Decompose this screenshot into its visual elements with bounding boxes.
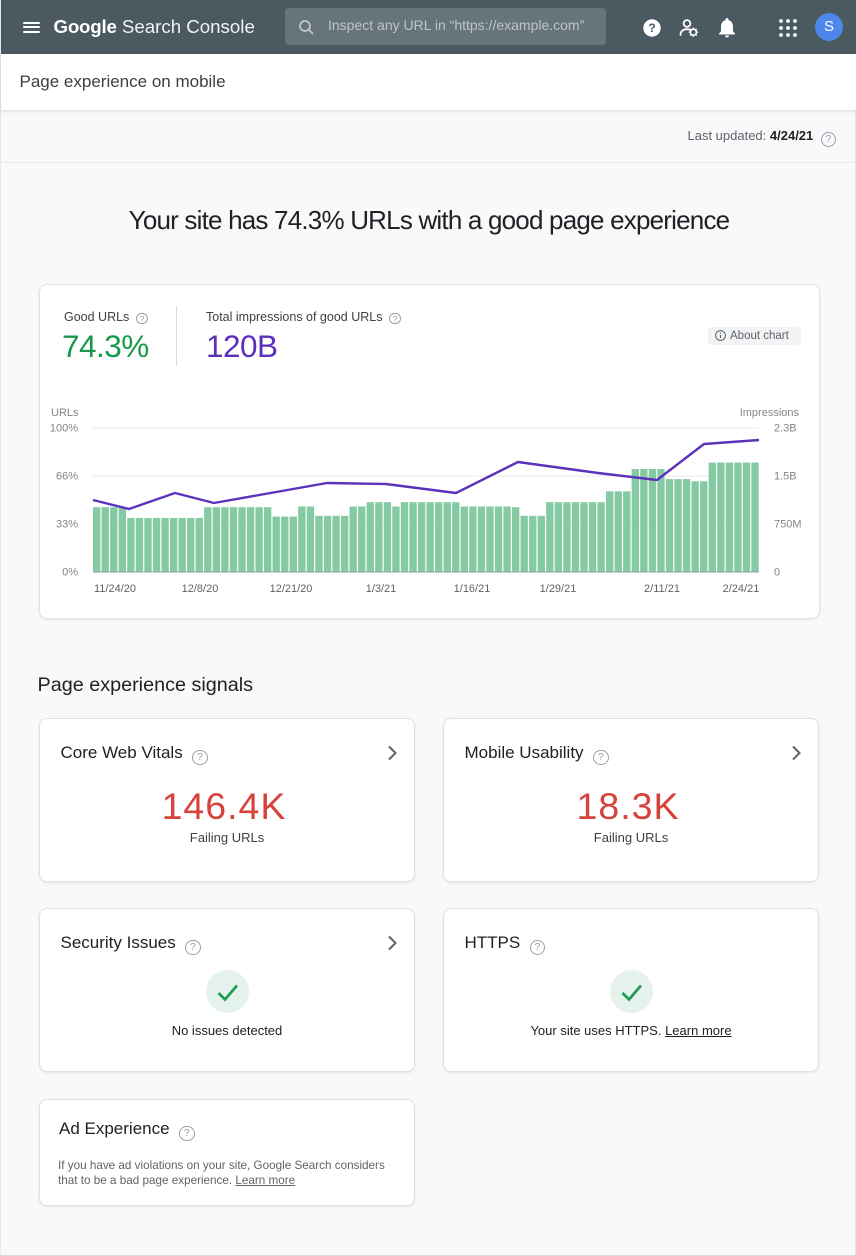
svg-text:2/24/21: 2/24/21	[723, 583, 760, 595]
svg-text:0: 0	[774, 567, 780, 579]
svg-text:1/3/21: 1/3/21	[366, 583, 397, 595]
svg-text:66%: 66%	[56, 471, 78, 483]
svg-text:100%: 100%	[50, 423, 78, 435]
svg-text:11/24/20: 11/24/20	[94, 583, 136, 595]
svg-text:33%: 33%	[56, 519, 78, 531]
svg-text:750M: 750M	[774, 519, 802, 531]
svg-text:2.3B: 2.3B	[774, 423, 797, 435]
svg-text:2/11/21: 2/11/21	[644, 583, 680, 595]
svg-text:1/29/21: 1/29/21	[540, 583, 577, 595]
svg-text:1.5B: 1.5B	[774, 471, 797, 483]
svg-text:Impressions: Impressions	[740, 407, 800, 419]
svg-text:12/8/20: 12/8/20	[182, 583, 219, 595]
svg-text:URLs: URLs	[51, 407, 79, 419]
svg-text:12/21/20: 12/21/20	[270, 583, 313, 595]
svg-text:?: ?	[648, 21, 655, 35]
svg-text:1/16/21: 1/16/21	[454, 583, 491, 595]
svg-text:0%: 0%	[62, 567, 78, 579]
